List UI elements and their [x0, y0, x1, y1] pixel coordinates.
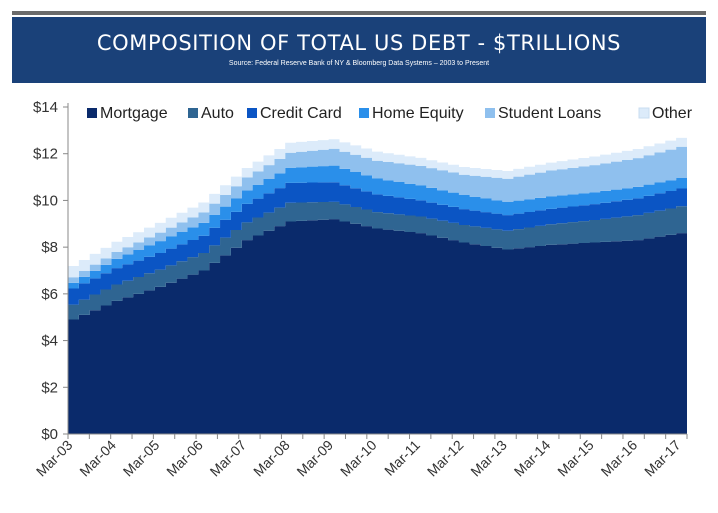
legend-label-mortgage: Mortgage [100, 105, 168, 122]
legend-swatch-other [638, 107, 650, 119]
area-other [68, 137, 687, 278]
legend-swatch-home-equity [359, 108, 369, 118]
x-tick-label: Mar-13 [467, 437, 510, 480]
x-tick-label: Mar-07 [207, 437, 250, 480]
y-tick-label: $2 [41, 379, 58, 396]
legend-label-other: Other [652, 105, 693, 122]
chart-title: COMPOSITION OF TOTAL US DEBT - $TRILLION… [96, 31, 622, 55]
x-tick-label: Mar-16 [598, 437, 641, 480]
y-tick-label: $8 [41, 239, 58, 256]
legend-label-auto: Auto [201, 105, 234, 122]
area-auto [68, 201, 687, 320]
x-tick-label: Mar-12 [424, 437, 467, 480]
x-tick-label: Mar-17 [641, 437, 684, 480]
y-tick-label: $0 [41, 426, 58, 443]
area-student-loans [68, 146, 687, 283]
y-tick-label: $14 [33, 99, 58, 116]
legend-swatch-auto [188, 108, 198, 118]
area-credit-card [68, 182, 687, 305]
legend-swatch-credit-card [247, 108, 257, 118]
y-tick-label: $12 [33, 146, 58, 163]
legend-swatch-mortgage [87, 108, 97, 118]
x-tick-label: Mar-03 [33, 437, 76, 480]
x-tick-label: Mar-15 [554, 437, 597, 480]
x-tick-label: Mar-14 [511, 437, 554, 480]
x-tick-label: Mar-11 [381, 437, 423, 479]
x-tick-label: Mar-05 [120, 437, 163, 480]
x-tick-label: Mar-09 [294, 437, 337, 480]
y-tick-label: $4 [41, 333, 58, 350]
y-tick-label: $10 [33, 192, 58, 209]
header-top-rule [12, 11, 706, 15]
legend-label-credit-card: Credit Card [260, 105, 342, 122]
legend-swatch-student-loans [485, 108, 495, 118]
x-tick-label: Mar-04 [76, 437, 119, 480]
y-tick-label: $6 [41, 286, 58, 303]
legend: Mortgage Auto Credit Card Home Equity Studen… [87, 105, 693, 122]
area-mortgage [68, 219, 687, 434]
x-tick-label: Mar-06 [163, 437, 206, 480]
x-tick-label: Mar-08 [250, 437, 293, 480]
legend-label-home-equity: Home Equity [372, 105, 464, 122]
title-banner: COMPOSITION OF TOTAL US DEBT - $TRILLION… [12, 17, 706, 83]
chart-source-note: Source: Federal Reserve Bank of NY & Blo… [228, 60, 490, 67]
area-home-equity [68, 165, 687, 289]
series-areas [68, 137, 687, 434]
legend-label-student-loans: Student Loans [498, 105, 601, 122]
x-tick-label: Mar-10 [337, 437, 380, 480]
